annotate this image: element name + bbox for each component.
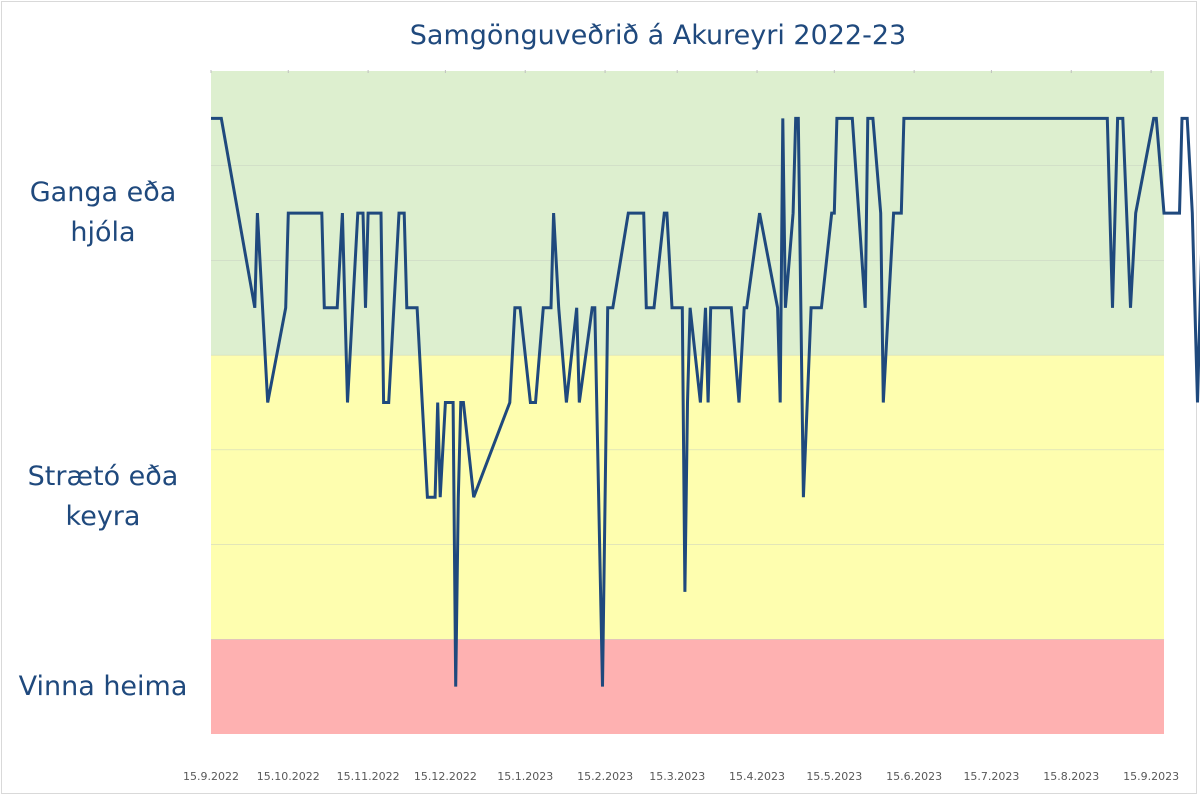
x-tick-label: 15.5.2023 bbox=[806, 770, 862, 783]
y-category-label-line: hjóla bbox=[70, 217, 136, 249]
y-category-label: Strætó eða keyra bbox=[8, 457, 198, 537]
x-tick-label: 15.11.2022 bbox=[337, 770, 400, 783]
x-tick-label: 15.7.2023 bbox=[963, 770, 1019, 783]
y-category-label: Vinna heima bbox=[8, 667, 198, 707]
x-tick-label: 15.3.2023 bbox=[649, 770, 705, 783]
series-line-0 bbox=[211, 116, 1200, 687]
y-category-label-line: Strætó eða bbox=[27, 461, 179, 493]
x-tick-label: 15.1.2023 bbox=[497, 770, 553, 783]
y-category-label: Ganga eða hjóla bbox=[8, 173, 198, 253]
x-axis-ticks: 15.9.2022 15.10.2022 15.11.2022 15.12.2022 1… bbox=[183, 70, 1179, 783]
x-tick-label: 15.6.2023 bbox=[886, 770, 942, 783]
x-tick-label: 15.9.2022 bbox=[183, 770, 239, 783]
y-category-label-line: keyra bbox=[65, 501, 141, 533]
y-category-label-line: Vinna heima bbox=[18, 670, 188, 702]
x-tick-label: 15.2.2023 bbox=[577, 770, 633, 783]
chart-title: Samgönguveðrið á Akureyri 2022-23 bbox=[409, 20, 907, 51]
x-tick-label: 15.10.2022 bbox=[257, 770, 320, 783]
band-0 bbox=[211, 71, 1164, 356]
band-2 bbox=[211, 639, 1164, 734]
series-layer bbox=[211, 116, 1200, 687]
x-tick-label: 15.4.2023 bbox=[729, 770, 785, 783]
x-tick-label: 15.8.2023 bbox=[1043, 770, 1099, 783]
y-category-label-line: Ganga eða bbox=[29, 177, 177, 209]
x-tick-label: 15.9.2023 bbox=[1123, 770, 1179, 783]
gridlines bbox=[211, 165, 1164, 640]
x-tick-label: 15.12.2022 bbox=[414, 770, 477, 783]
